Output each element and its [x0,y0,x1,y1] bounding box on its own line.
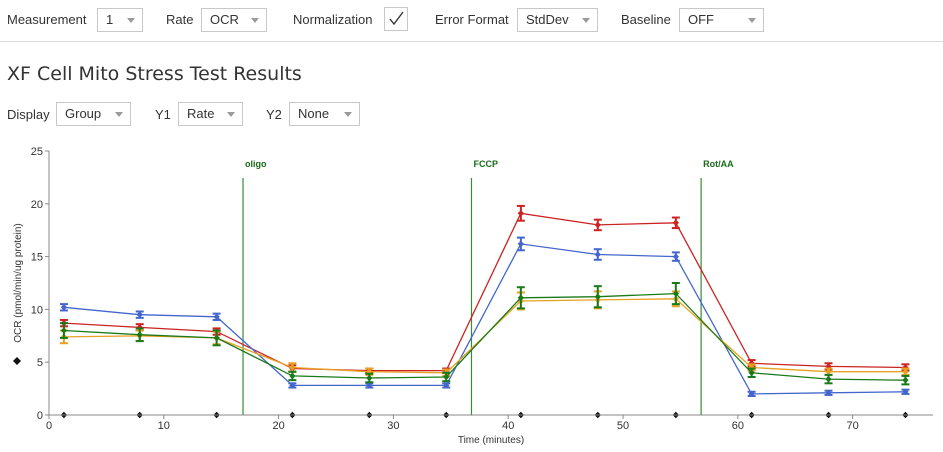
toolbar: Measurement 1 Rate OCR Normalization Err… [0,0,943,42]
data-point [60,327,68,334]
y1-dropdown[interactable]: Rate [178,102,243,126]
x-axis-label: Time (minutes) [458,435,524,446]
baseline-value: OFF [688,12,714,27]
data-point [289,372,296,380]
data-point [902,368,909,375]
data-point [289,364,296,371]
error-format-dropdown[interactable]: StdDev [517,8,598,32]
data-point [443,373,450,381]
data-point [213,313,220,320]
rate-label: Rate [166,12,194,27]
y-axis-label: OCR (pmol/min/ug protein) [13,223,24,342]
data-point [672,290,680,297]
data-point [594,221,601,229]
data-point [748,390,755,398]
data-point [60,304,68,311]
x-tick-label: 70 [847,420,859,432]
y-tick-label: 0 [37,410,43,422]
series-4 [59,282,910,386]
y2-dropdown[interactable]: None [289,102,360,126]
y-axis-legend-diamond-icon [13,357,21,365]
x-tick-label: 10 [158,420,170,432]
data-point [825,375,832,383]
display-value: Group [65,106,102,121]
normalization-label: Normalization [293,12,373,27]
data-point [594,293,601,300]
data-point [517,210,525,217]
chevron-down-icon [344,112,352,117]
x-tick-label: 0 [46,420,52,432]
display-label: Display [7,107,50,122]
checkmark-icon [389,11,404,26]
chevron-down-icon [227,112,235,117]
chevron-down-icon [115,112,123,117]
data-point [517,240,525,248]
display-dropdown[interactable]: Group [56,102,131,126]
data-point [902,376,909,384]
series-line [63,212,906,372]
x-tick-label: 60 [732,420,744,432]
baseline-label: Baseline [621,12,671,27]
page-title: XF Cell Mito Stress Test Results [7,63,302,85]
data-point [443,382,450,389]
data-point [366,374,373,382]
data-point [672,219,680,227]
data-point [136,324,143,331]
data-point [825,389,832,397]
x-tick-label: 40 [502,420,514,432]
y2-value: None [298,106,330,121]
y-tick-label: 15 [31,252,43,264]
injection-label: FCCP [473,159,498,169]
data-point [136,311,143,318]
y2-label: Y2 [266,107,282,122]
y1-label: Y1 [155,107,171,122]
x-tick-label: 20 [272,420,284,432]
series-1 [59,204,910,374]
data-point [748,369,755,376]
data-point [136,331,143,338]
measurement-value: 1 [106,12,114,27]
normalization-checkbox[interactable] [384,7,408,31]
y-tick-label: 5 [37,357,43,369]
series-line [63,292,906,381]
error-format-label: Error Format [435,12,509,27]
series-2 [59,236,910,398]
error-format-value: StdDev [526,12,569,27]
y-tick-label: 25 [31,146,43,158]
x-tick-label: 30 [387,420,399,432]
y-tick-label: 20 [31,199,43,211]
data-point [213,334,220,342]
chevron-down-icon [582,18,590,23]
chevron-down-icon [127,18,135,23]
data-point [289,382,296,389]
data-point [902,388,909,395]
series-3 [59,290,910,377]
data-point [594,251,601,258]
data-point [672,253,680,260]
data-point [825,363,832,370]
data-point [517,294,525,301]
series-line [63,243,906,395]
baseline-dropdown[interactable]: OFF [679,8,764,32]
y1-value: Rate [187,106,215,121]
measurement-label: Measurement [7,12,87,27]
data-point [825,368,832,375]
y-tick-label: 10 [31,304,43,316]
rate-value: OCR [210,12,239,27]
x-tick-label: 50 [617,420,629,432]
injection-label: oligo [245,159,267,169]
chevron-down-icon [251,18,259,23]
chevron-down-icon [748,18,756,23]
data-point [366,382,373,389]
measurement-dropdown[interactable]: 1 [97,8,143,32]
injection-label: Rot/AA [703,159,734,169]
rate-dropdown[interactable]: OCR [201,8,267,32]
